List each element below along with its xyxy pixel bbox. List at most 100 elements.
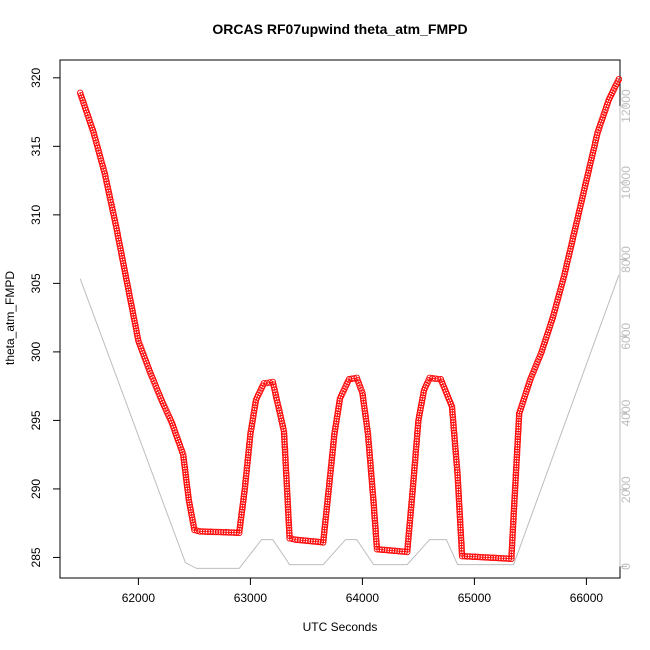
data-point (513, 464, 520, 471)
data-point (124, 285, 132, 292)
data-point (184, 491, 192, 499)
data-point (378, 546, 386, 553)
data-point (321, 521, 329, 528)
bottom-axis: 62000 63000 64000 65000 66000 (122, 577, 603, 605)
data-point (393, 547, 401, 555)
data-point (513, 461, 520, 469)
y-axis-label: theta_atm_FMPD (3, 271, 17, 365)
data-point (187, 509, 195, 516)
data-point (321, 526, 328, 533)
data-point (323, 500, 331, 508)
data-point (322, 513, 330, 521)
data-point (388, 547, 396, 554)
data-point (121, 267, 129, 275)
data-point (183, 476, 190, 484)
data-point (323, 503, 331, 510)
data-point (299, 537, 307, 544)
data-point (419, 394, 426, 402)
data-point (126, 295, 134, 302)
y-tick-label: 295 (29, 410, 43, 430)
data-point (333, 415, 341, 423)
data-point (307, 537, 314, 545)
data-point (312, 538, 319, 545)
data-point (184, 489, 192, 496)
data-point (294, 536, 301, 544)
data-point (514, 441, 521, 448)
data-point (511, 495, 518, 502)
data-point (182, 471, 189, 479)
data-point (510, 507, 518, 515)
data-point (515, 415, 523, 422)
data-point (260, 380, 268, 387)
data-point (115, 237, 123, 245)
data-point (117, 245, 124, 252)
data-point (376, 546, 383, 553)
data-point (398, 548, 406, 555)
y-tick-label: 310 (29, 205, 43, 225)
data-point (324, 498, 331, 505)
data-point (125, 290, 133, 297)
y2-tick-label: 10000 (619, 166, 633, 200)
data-point (186, 501, 193, 509)
data-point (309, 538, 317, 545)
data-point (118, 250, 125, 257)
data-point (181, 463, 189, 471)
data-point (515, 412, 523, 420)
data-point (180, 456, 188, 463)
data-point (512, 474, 519, 482)
data-point (130, 312, 137, 320)
data-point (125, 287, 132, 295)
data-point (132, 322, 139, 330)
data-point (325, 490, 332, 498)
data-point (383, 546, 391, 554)
data-point (180, 458, 188, 466)
y2-tick-label: 12000 (619, 89, 633, 123)
data-point (120, 262, 128, 270)
data-point (371, 514, 378, 522)
data-point (386, 547, 393, 554)
x-tick-label: 65000 (458, 591, 492, 605)
data-point (323, 508, 330, 516)
y2-tick-label: 2000 (619, 476, 633, 503)
data-point (130, 315, 138, 322)
data-point (511, 497, 518, 505)
data-point (128, 302, 135, 310)
data-point (322, 511, 330, 518)
data-point (118, 252, 126, 260)
data-point (514, 438, 521, 446)
data-point (363, 418, 370, 425)
x-tick-label: 62000 (122, 591, 156, 605)
data-point (266, 379, 274, 386)
data-point (515, 420, 522, 428)
data-point (127, 300, 135, 307)
data-point (186, 499, 193, 506)
data-point (122, 270, 129, 277)
y2-tick-label: 6000 (619, 323, 633, 350)
data-point (512, 479, 519, 487)
data-point (184, 486, 191, 494)
data-point (133, 330, 141, 337)
data-point (320, 536, 327, 544)
data-point (112, 222, 120, 230)
data-point (179, 451, 187, 458)
data-point (126, 292, 133, 300)
altitude-line (79, 274, 620, 569)
data-point (322, 518, 329, 526)
data-point (189, 519, 197, 526)
data-point (304, 537, 312, 545)
data-point (297, 536, 304, 544)
data-point (513, 456, 520, 464)
data-point (321, 523, 329, 531)
data-point (510, 505, 518, 512)
data-point (133, 327, 140, 335)
data-point (188, 511, 195, 519)
data-point (182, 469, 189, 476)
data-point (514, 430, 522, 438)
data-point (466, 553, 474, 560)
data-point (127, 297, 134, 305)
data-point (415, 414, 423, 422)
data-point (511, 489, 519, 497)
left-axis: 285 290 295 300 305 310 315 320 (29, 67, 61, 567)
data-point (320, 534, 327, 541)
data-point (415, 417, 422, 424)
